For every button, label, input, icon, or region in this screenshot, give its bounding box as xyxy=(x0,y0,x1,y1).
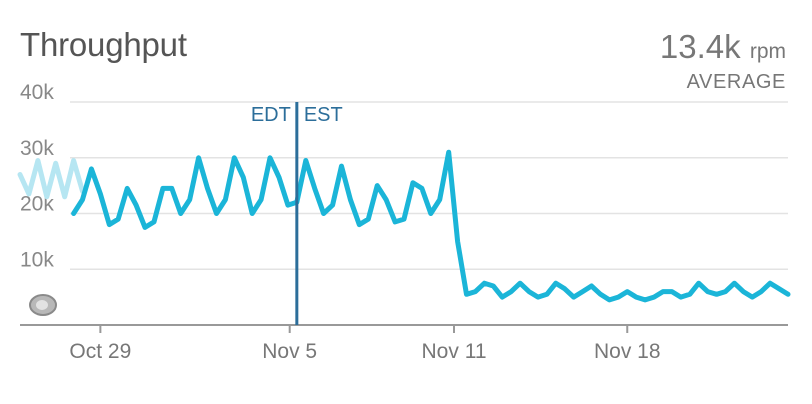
summary-value: 13.4k xyxy=(659,28,741,65)
summary-block: 13.4k rpm AVERAGE xyxy=(660,30,786,94)
toggle-icon-core xyxy=(36,300,48,310)
series-line-faded xyxy=(17,158,85,200)
x-tick-label: Nov 11 xyxy=(422,340,487,363)
series-line xyxy=(71,149,791,303)
y-tick-label: 40k xyxy=(20,81,54,104)
x-tick-label: Oct 29 xyxy=(69,340,131,363)
x-tick-label: Nov 18 xyxy=(594,340,661,363)
timezone-label-before: EDT xyxy=(251,104,291,126)
x-tick-label: Nov 5 xyxy=(262,340,317,363)
summary-unit: rpm xyxy=(749,40,786,63)
widget-title: Throughput xyxy=(20,26,187,63)
timezone-label-after: EST xyxy=(304,104,343,126)
series-toggle-icon[interactable] xyxy=(29,294,57,316)
summary-value-line: 13.4k rpm xyxy=(660,30,786,63)
y-tick-label: 10k xyxy=(20,248,54,271)
y-tick-label: 30k xyxy=(20,137,54,160)
summary-label: AVERAGE xyxy=(686,71,786,93)
